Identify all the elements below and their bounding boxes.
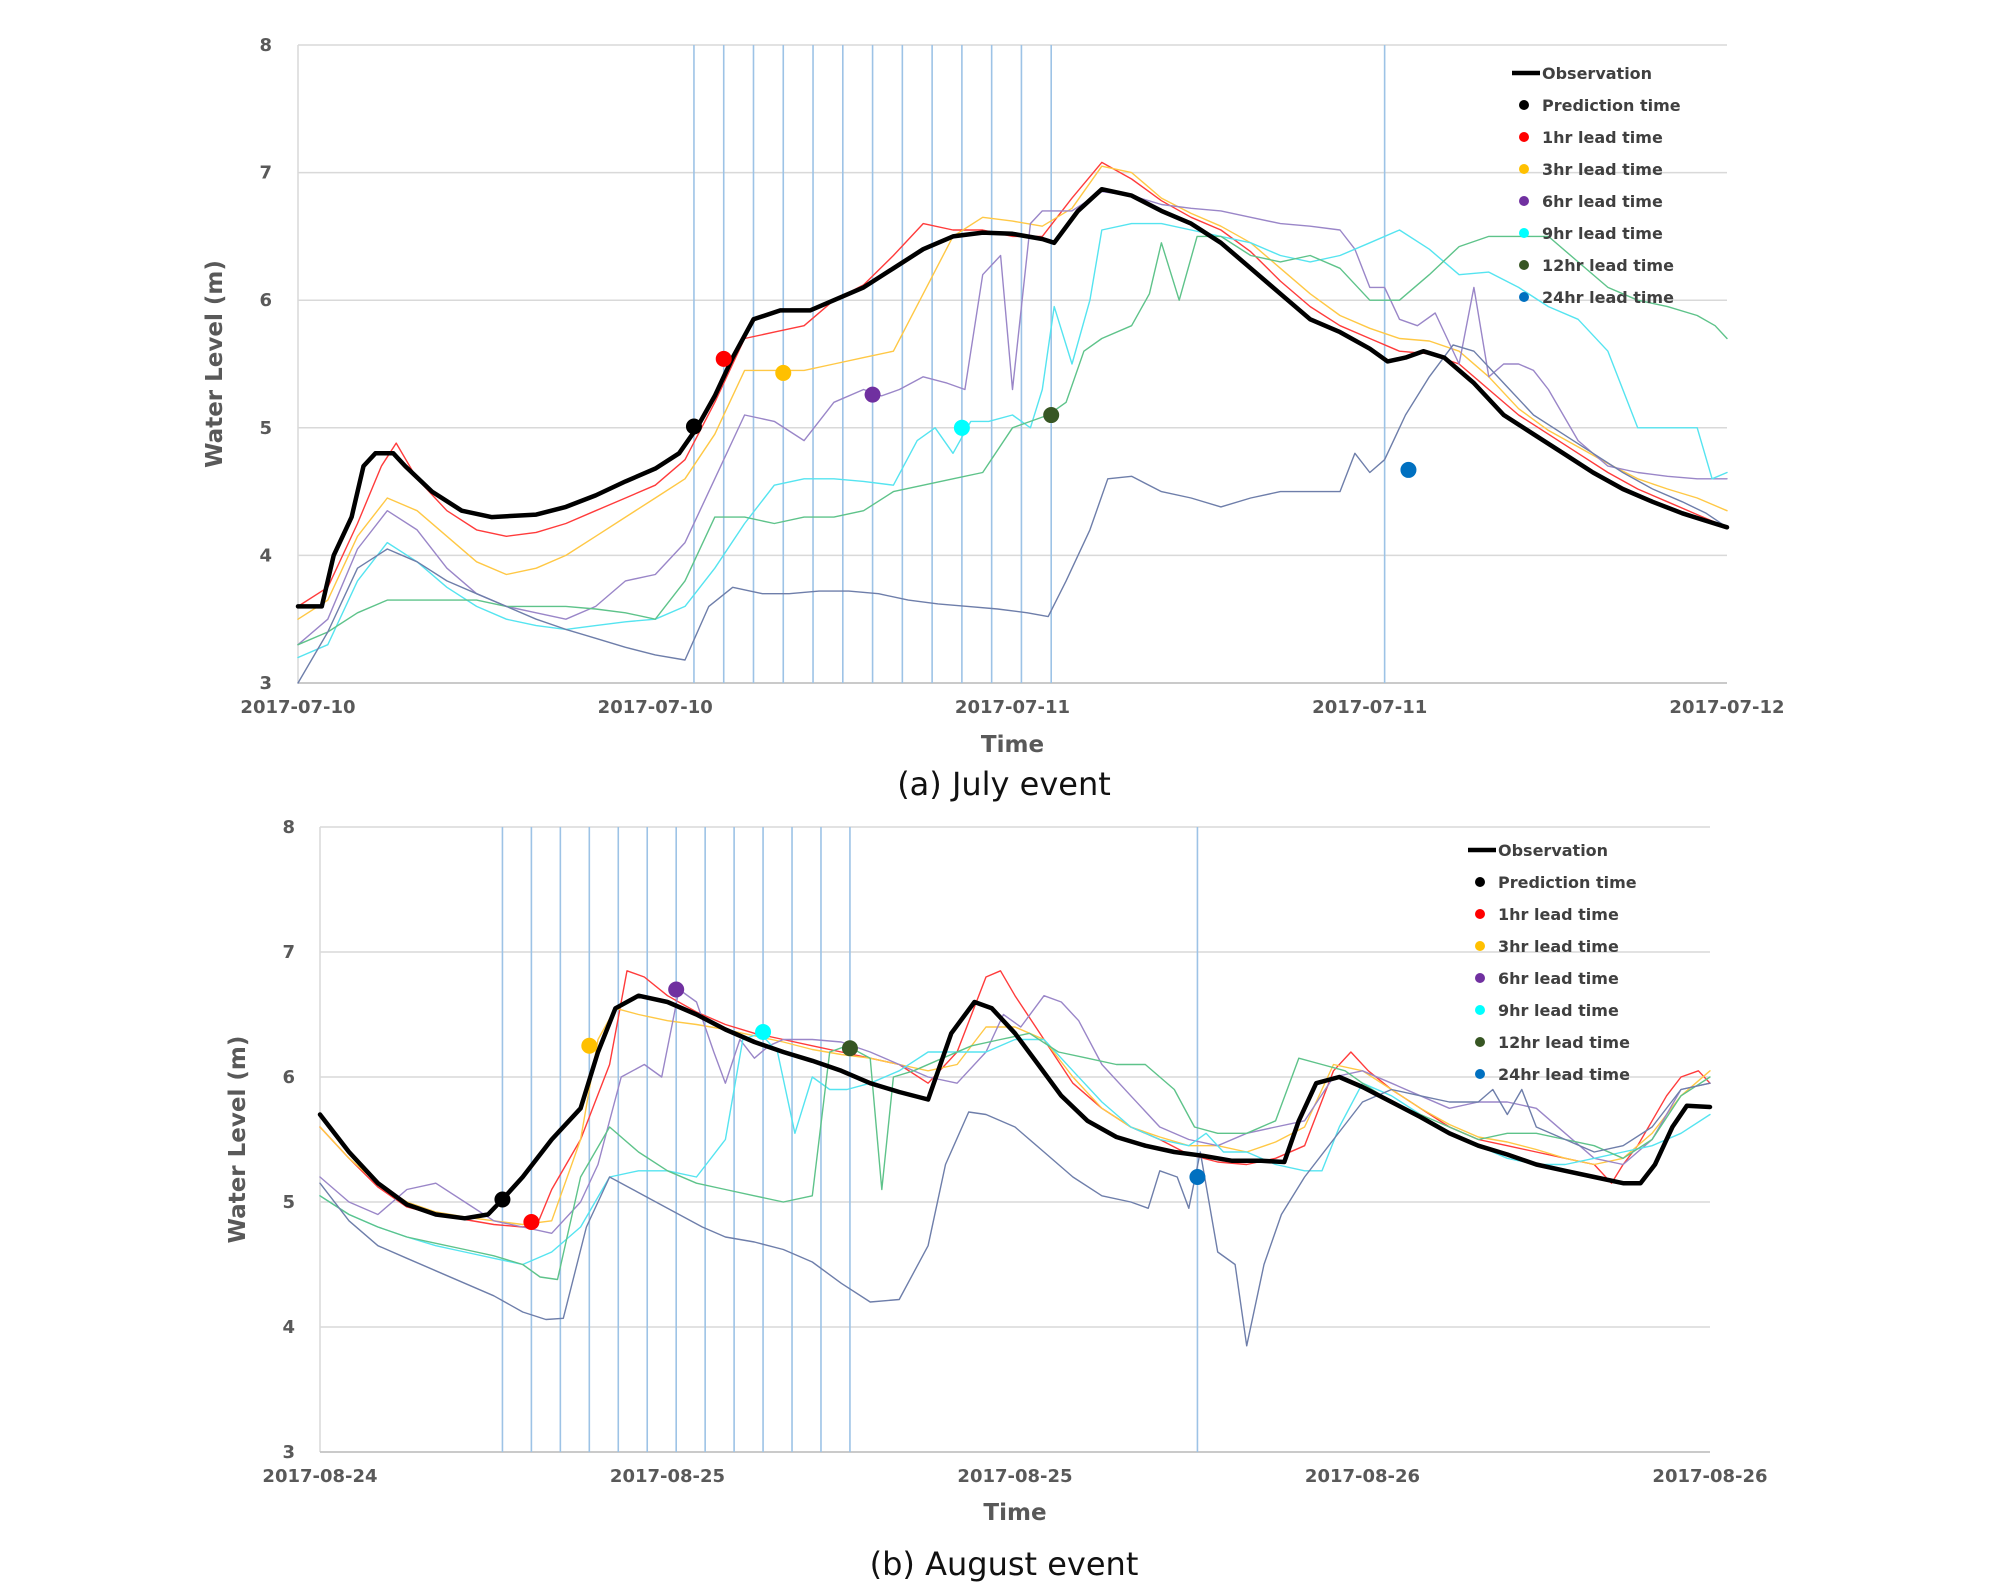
x-tick-label: 2017-07-10 bbox=[598, 697, 713, 718]
x-tick-label: 2017-07-11 bbox=[1312, 697, 1427, 718]
x-tick-label: 2017-07-11 bbox=[955, 697, 1070, 718]
series-line-observation bbox=[295, 186, 1730, 609]
legend-swatch-dot bbox=[1475, 909, 1485, 919]
legend-label: 9hr lead time bbox=[1542, 224, 1663, 243]
marker-12hr-lead-time bbox=[1043, 407, 1060, 424]
series-lines bbox=[317, 970, 1713, 1347]
y-tick-label: 4 bbox=[259, 545, 272, 566]
x-tick-label: 2017-08-25 bbox=[610, 1466, 725, 1487]
legend-swatch-dot bbox=[1519, 292, 1529, 302]
legend-label: Observation bbox=[1542, 64, 1652, 83]
marker-1hr-lead-time bbox=[715, 350, 732, 367]
chart-panel-august: 3 4 5 6 7 8 2017-08-24 2017-08-25 2017-08-25 2017… bbox=[0, 800, 2008, 1583]
legend: Observation Prediction time 1hr lead time 3… bbox=[1512, 64, 1681, 307]
lead-time-markers bbox=[494, 981, 1206, 1230]
series-line-24hr-lead-time bbox=[319, 1082, 1711, 1347]
series-lines bbox=[295, 161, 1730, 684]
marker-24hr-lead-time bbox=[1189, 1169, 1206, 1185]
x-tick-label: 2017-07-12 bbox=[1669, 697, 1784, 718]
x-tick-label: 2017-08-26 bbox=[1652, 1466, 1767, 1487]
y-tick-label: 8 bbox=[282, 817, 295, 838]
legend-swatch-dot bbox=[1475, 973, 1485, 983]
prediction-time-lines bbox=[693, 45, 1386, 683]
series-line-12hr-lead-time bbox=[319, 1032, 1711, 1281]
y-axis-title: Water Level (m) bbox=[202, 260, 228, 468]
y-tick-label: 6 bbox=[282, 1067, 295, 1088]
legend-label: Prediction time bbox=[1542, 96, 1681, 115]
chart-caption-august: (b) August event bbox=[869, 1545, 1139, 1583]
y-tick-label: 5 bbox=[259, 418, 272, 439]
marker-24hr-lead-time bbox=[1400, 461, 1417, 478]
marker-6hr-lead-time bbox=[668, 981, 685, 998]
y-tick-label: 3 bbox=[259, 673, 272, 694]
legend-label: 1hr lead time bbox=[1498, 905, 1619, 924]
legend-swatch-dot bbox=[1519, 196, 1529, 206]
legend-label: 3hr lead time bbox=[1542, 160, 1663, 179]
x-tick-label: 2017-08-25 bbox=[957, 1466, 1072, 1487]
y-tick-label: 7 bbox=[282, 942, 295, 963]
chart-august: 3 4 5 6 7 8 2017-08-24 2017-08-25 2017-08-25 2017… bbox=[225, 817, 1768, 1526]
chart-caption-july: (a) July event bbox=[897, 765, 1111, 803]
x-tick-label: 2017-07-10 bbox=[240, 697, 355, 718]
series-line-24hr-lead-time bbox=[297, 344, 1728, 684]
series-line-6hr-lead-time bbox=[319, 988, 1711, 1234]
legend-swatch-dot bbox=[1519, 132, 1529, 142]
y-tick-label: 6 bbox=[259, 290, 272, 311]
legend-label: Prediction time bbox=[1498, 873, 1637, 892]
marker-1hr-lead-time bbox=[523, 1214, 540, 1230]
marker-3hr-lead-time bbox=[775, 364, 792, 381]
marker-12hr-lead-time bbox=[841, 1040, 858, 1057]
marker-9hr-lead-time bbox=[755, 1024, 772, 1040]
legend-label: Observation bbox=[1498, 841, 1608, 860]
legend-label: 12hr lead time bbox=[1498, 1033, 1630, 1052]
legend-label: 6hr lead time bbox=[1542, 192, 1663, 211]
legend-label: 24hr lead time bbox=[1498, 1065, 1630, 1084]
series-line-3hr-lead-time bbox=[319, 1007, 1711, 1226]
legend-swatch-dot bbox=[1475, 1069, 1485, 1079]
x-tick-label: 2017-08-24 bbox=[262, 1466, 377, 1487]
y-tick-label: 7 bbox=[259, 163, 272, 184]
y-tick-label: 8 bbox=[259, 35, 272, 56]
x-axis-title: Time bbox=[981, 732, 1044, 758]
legend-swatch-dot bbox=[1475, 1005, 1485, 1015]
x-axis-title: Time bbox=[983, 1500, 1046, 1526]
chart-july: 3 4 5 6 7 8 2017-07-10 2017-07-10 2017-07-11 2017… bbox=[202, 35, 1785, 758]
legend-swatch-dot bbox=[1519, 228, 1529, 238]
legend-label: 3hr lead time bbox=[1498, 937, 1619, 956]
marker-3hr-lead-time bbox=[581, 1037, 598, 1054]
chart-panel-july: 3 4 5 6 7 8 2017-07-10 2017-07-10 2017-07-11 2017… bbox=[202, 35, 1785, 803]
legend-label: 9hr lead time bbox=[1498, 1001, 1619, 1020]
series-line-12hr-lead-time bbox=[297, 235, 1728, 646]
y-tick-label: 5 bbox=[282, 1192, 295, 1213]
marker-prediction-time bbox=[494, 1191, 511, 1208]
lead-time-markers bbox=[685, 350, 1417, 478]
y-tick-label: 4 bbox=[282, 1317, 295, 1338]
marker-6hr-lead-time bbox=[864, 386, 881, 403]
legend-label: 1hr lead time bbox=[1542, 128, 1663, 147]
marker-prediction-time bbox=[685, 418, 702, 435]
legend-label: 24hr lead time bbox=[1542, 288, 1674, 307]
legend: Observation Prediction time 1hr lead time 3… bbox=[1468, 841, 1637, 1084]
series-line-9hr-lead-time bbox=[297, 222, 1728, 659]
legend-label: 6hr lead time bbox=[1498, 969, 1619, 988]
series-line-observation bbox=[317, 993, 1713, 1221]
legend-swatch-dot bbox=[1519, 100, 1529, 110]
legend-label: 12hr lead time bbox=[1542, 256, 1674, 275]
legend-swatch-dot bbox=[1475, 941, 1485, 951]
legend-swatch-dot bbox=[1519, 164, 1529, 174]
y-axis-title: Water Level (m) bbox=[225, 1036, 251, 1244]
legend-swatch-dot bbox=[1475, 1037, 1485, 1047]
legend-swatch-dot bbox=[1519, 260, 1529, 270]
legend-swatch-dot bbox=[1475, 877, 1485, 887]
y-tick-label: 3 bbox=[282, 1442, 295, 1463]
x-tick-label: 2017-08-26 bbox=[1305, 1466, 1420, 1487]
prediction-time-lines bbox=[501, 827, 1199, 1452]
marker-9hr-lead-time bbox=[953, 419, 970, 436]
